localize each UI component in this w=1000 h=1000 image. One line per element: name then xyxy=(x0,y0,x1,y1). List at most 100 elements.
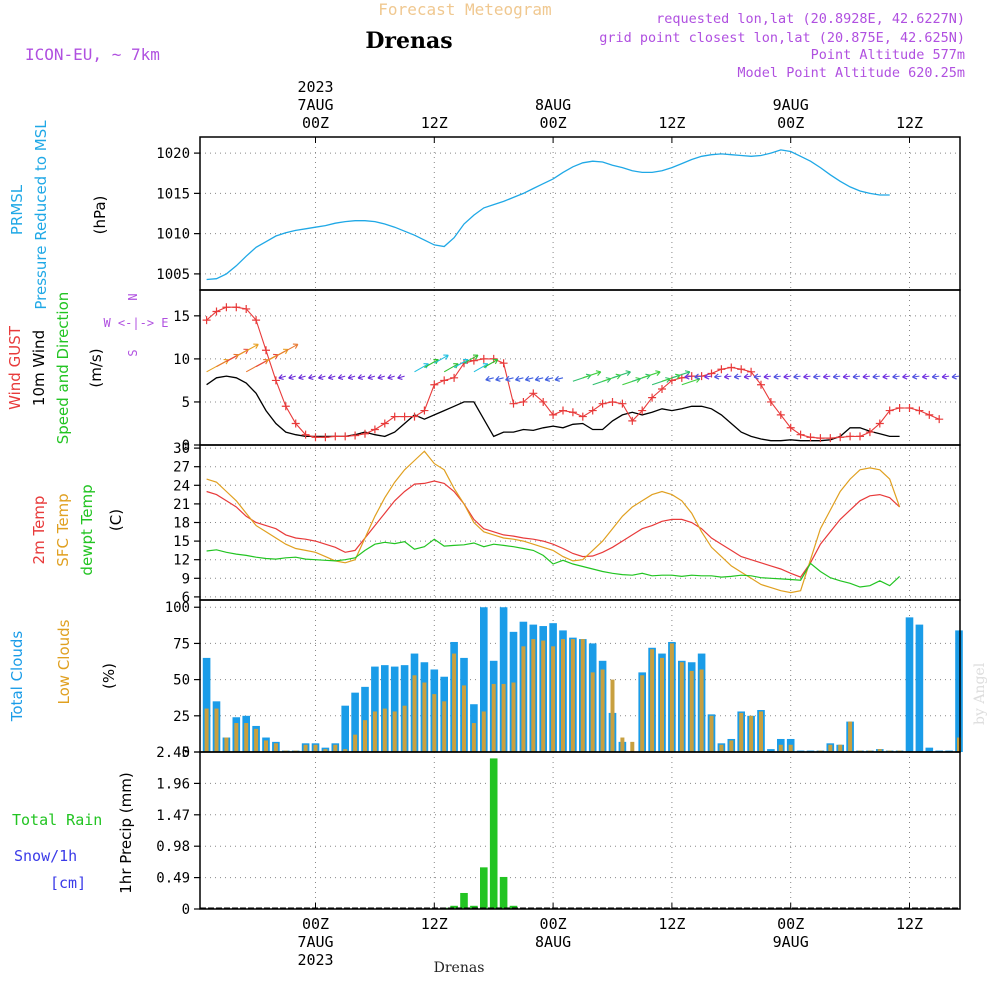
bar-low-clouds xyxy=(224,737,229,752)
wind-direction-arrow xyxy=(236,343,259,357)
gust-point xyxy=(836,433,845,442)
label-10m-wind: 10m Wind xyxy=(30,330,48,406)
bar-low-clouds xyxy=(462,685,466,752)
wind-direction-arrow xyxy=(704,373,712,380)
bar-low-clouds xyxy=(372,711,377,752)
wind-direction-arrow xyxy=(941,373,950,380)
gust-point xyxy=(806,433,815,442)
product-title: Forecast Meteogram xyxy=(378,0,551,19)
bar-total-clouds xyxy=(202,657,211,752)
bar-low-clouds xyxy=(778,744,783,752)
compass-we: W <-|-> E xyxy=(103,316,168,330)
y-tick-label: 1010 xyxy=(156,227,190,243)
bar-low-clouds xyxy=(650,649,655,752)
gust-point xyxy=(757,380,765,389)
y-tick-label: 25 xyxy=(173,709,190,725)
bar-low-clouds xyxy=(244,723,249,752)
wind-direction-arrow xyxy=(723,373,732,380)
y-tick-label: 27 xyxy=(173,460,190,476)
bar-low-clouds xyxy=(957,737,961,752)
time-label-top: 12Z xyxy=(658,114,685,132)
bar-low-clouds xyxy=(471,723,476,752)
bar-low-clouds xyxy=(749,715,754,752)
wind-direction-arrow xyxy=(275,343,299,357)
wind-direction-arrow xyxy=(912,373,920,380)
gust-point xyxy=(202,316,211,325)
label-ms: (m/s) xyxy=(87,348,105,387)
label-total-clouds: Total Clouds xyxy=(8,631,26,723)
wind-direction-arrow xyxy=(743,373,752,380)
wind-direction-arrow xyxy=(684,373,692,380)
wind-direction-arrow xyxy=(803,373,811,380)
bar-low-clouds xyxy=(660,657,664,752)
gust-point xyxy=(271,376,280,385)
wind-direction-arrow xyxy=(753,373,762,380)
bar-low-clouds xyxy=(273,743,278,752)
wind-direction-arrow xyxy=(473,363,489,373)
gust-point xyxy=(915,406,924,415)
gust-point xyxy=(747,367,756,376)
series-10m-wind xyxy=(206,375,900,442)
time-label-top: 00Z xyxy=(777,114,804,132)
wind-direction-arrow xyxy=(483,358,499,368)
wind-direction-arrow xyxy=(612,370,631,379)
gust-point xyxy=(509,399,518,408)
bar-total-clouds xyxy=(499,607,508,752)
gust-point xyxy=(361,429,369,438)
bar-low-clouds xyxy=(442,701,447,752)
gust-point xyxy=(608,397,617,406)
wind-direction-arrow xyxy=(434,354,449,364)
time-label-bottom: 00Z xyxy=(777,915,804,933)
gust-point xyxy=(559,406,567,415)
compass-s: S xyxy=(126,349,140,356)
bar-total-rain xyxy=(489,758,498,909)
bar-low-clouds xyxy=(630,741,635,752)
bar-total-rain xyxy=(480,867,488,909)
label-dewpt-temp: dewpt Temp xyxy=(78,484,96,575)
wind-direction-arrow xyxy=(773,373,781,380)
bar-low-clouds xyxy=(214,708,219,752)
time-label-bottom: 12Z xyxy=(658,915,685,933)
bar-low-clouds xyxy=(759,711,763,752)
gust-point xyxy=(875,419,884,428)
time-label-bottom: 12Z xyxy=(421,915,448,933)
gust-point xyxy=(212,307,221,316)
gust-point xyxy=(568,408,577,417)
bar-total-clouds xyxy=(955,630,963,752)
y-tick-label: 12 xyxy=(173,553,190,569)
gust-point xyxy=(905,403,914,412)
bar-low-clouds xyxy=(264,740,268,752)
panel-frame-pressure xyxy=(199,136,961,291)
bar-low-clouds xyxy=(600,669,605,752)
bar-total-clouds xyxy=(361,686,369,752)
gust-point xyxy=(638,406,647,415)
time-label-top: 12Z xyxy=(421,114,448,132)
point-altitude: Point Altitude 577m xyxy=(811,47,965,63)
y-tick-label: 15 xyxy=(173,534,190,550)
bar-total-rain xyxy=(450,905,458,909)
model-altitude: Model Point Altitude 620.25m xyxy=(737,65,965,81)
bar-low-clouds xyxy=(570,639,575,752)
gust-point xyxy=(321,433,330,442)
bar-low-clouds xyxy=(254,728,259,752)
bar-low-clouds xyxy=(640,675,645,752)
wind-direction-arrow xyxy=(347,374,356,380)
gust-point xyxy=(895,403,904,412)
gust-point xyxy=(935,415,944,424)
gust-point xyxy=(370,425,379,434)
wind-direction-arrow xyxy=(862,373,870,380)
bar-low-clouds xyxy=(392,711,397,752)
y-tick-label: 1005 xyxy=(156,267,190,283)
label-total-rain: Total Rain xyxy=(12,811,102,829)
label-wind-gust: Wind GUST xyxy=(6,325,24,410)
wind-direction-arrow xyxy=(495,375,504,382)
y-tick-label: 18 xyxy=(173,516,190,532)
gust-point xyxy=(618,399,627,408)
label-snow: Snow/1h xyxy=(14,847,77,865)
label-prmsl: PRMSL xyxy=(8,184,26,235)
bar-low-clouds xyxy=(541,640,546,752)
label-speed-direction: Speed and Direction xyxy=(54,292,72,445)
time-label-bottom: 7AUG xyxy=(297,933,333,951)
bar-low-clouds xyxy=(402,705,407,752)
wind-direction-arrow xyxy=(317,374,326,380)
